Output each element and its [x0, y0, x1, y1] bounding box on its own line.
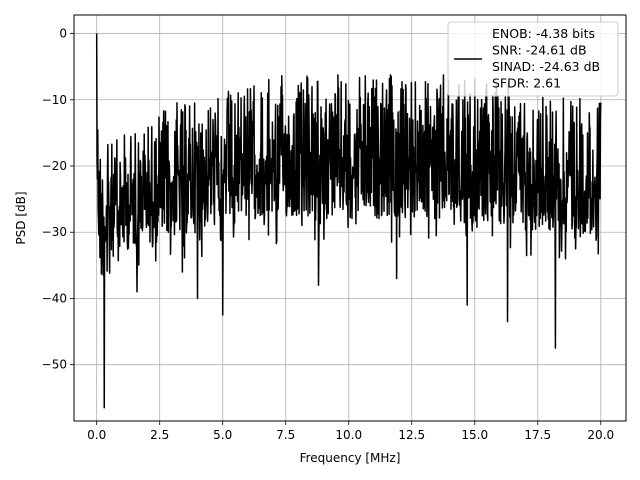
- series-psd: [95, 33, 602, 409]
- y-tick-label: −20: [42, 159, 67, 173]
- y-axis: 0 −10 −20 −30 −40 −50: [42, 27, 74, 372]
- y-tick-label: −10: [42, 93, 67, 107]
- legend-entry-snr: SNR: -24.61 dB: [492, 43, 587, 58]
- x-tick-label: 5.0: [213, 428, 232, 442]
- legend-entry-enob: ENOB: -4.38 bits: [492, 26, 595, 41]
- x-tick-label: 2.5: [150, 428, 169, 442]
- x-tick-label: 20.0: [587, 428, 614, 442]
- x-tick-label: 10.0: [335, 428, 362, 442]
- legend-box: [447, 21, 619, 97]
- legend: ENOB: -4.38 bits SNR: -24.61 dB SINAD: -…: [447, 21, 619, 97]
- x-tick-label: 15.0: [461, 428, 488, 442]
- y-tick-label: −40: [42, 291, 67, 305]
- y-tick-label: −30: [42, 225, 67, 239]
- legend-entry-sfdr: SFDR: 2.61: [492, 76, 561, 91]
- x-tick-label: 17.5: [524, 428, 551, 442]
- x-axis-label: Frequency [MHz]: [300, 451, 401, 465]
- y-tick-label: 0: [59, 27, 67, 41]
- legend-entry-sinad: SINAD: -24.63 dB: [492, 59, 600, 74]
- y-axis-label: PSD [dB]: [14, 191, 28, 244]
- y-tick-label: −50: [42, 358, 67, 372]
- plot-frame: [73, 14, 627, 422]
- x-tick-label: 0.0: [87, 428, 106, 442]
- x-tick-label: 12.5: [398, 428, 425, 442]
- psd-line: [95, 33, 602, 409]
- x-tick-label: 7.5: [276, 428, 295, 442]
- x-axis: 0.0 2.5 5.0 7.5 10.0 12.5 15.0 17.5 20.0: [87, 421, 614, 442]
